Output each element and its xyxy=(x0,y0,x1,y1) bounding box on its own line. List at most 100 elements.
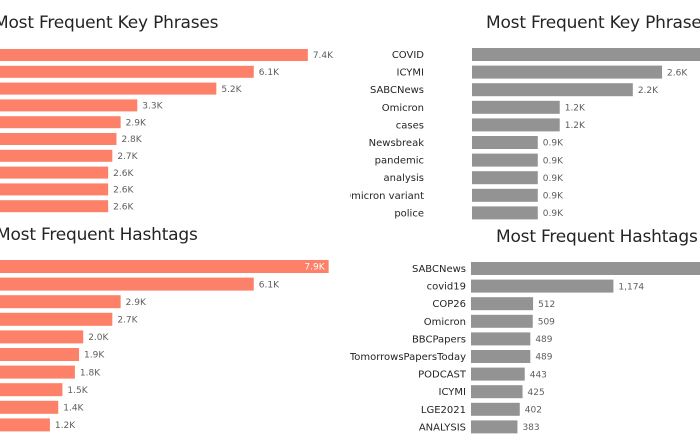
bar-2 xyxy=(472,65,663,79)
bar-8 xyxy=(471,385,523,399)
category-label: ICYMI xyxy=(397,68,424,79)
bar-9 xyxy=(0,400,59,414)
data-label: 0.9K xyxy=(543,156,564,166)
bar-10 xyxy=(0,200,109,213)
chart-title: Most Frequent Key Phrases xyxy=(486,13,700,33)
chart-panel-key-phrases-left: Most Frequent Key Phrases 7.4K 6.1K 5.2K 3.… xyxy=(0,0,350,222)
bar-8 xyxy=(0,383,63,397)
bar-5 xyxy=(471,332,531,346)
chart-title: Most Frequent Hashtags xyxy=(496,227,698,247)
bar-5 xyxy=(472,118,560,132)
data-label: 1.2K xyxy=(565,104,586,114)
data-label: 402 xyxy=(525,406,542,416)
bar-2 xyxy=(0,277,254,291)
bar-1 xyxy=(0,260,329,273)
category-label: cases xyxy=(396,120,424,131)
category-label: TomorrowsPapersToday xyxy=(350,352,466,363)
data-label: 2.6K xyxy=(113,202,134,212)
bar-3 xyxy=(0,295,121,309)
category-label: pandemic xyxy=(375,156,424,167)
bar-10 xyxy=(0,418,50,432)
bar-7 xyxy=(472,153,538,167)
bar-7 xyxy=(471,367,525,381)
category-label: BBCPapers xyxy=(412,334,466,345)
category-label: police xyxy=(394,208,424,219)
bar-8 xyxy=(0,166,109,179)
data-label: 0.9K xyxy=(543,209,564,219)
category-label: analysis xyxy=(384,173,425,184)
data-label: 1,174 xyxy=(618,282,644,292)
bar-5 xyxy=(0,116,121,129)
data-label: 1.4K xyxy=(63,404,84,414)
bar-6 xyxy=(472,136,538,149)
category-label: ANALYSIS xyxy=(419,422,466,433)
category-label: PODCAST xyxy=(418,370,467,381)
bar-6 xyxy=(0,348,80,361)
data-label: 2.9K xyxy=(126,118,147,128)
data-label: 3.3K xyxy=(142,102,163,112)
chart-title: Most Frequent Key Phrases xyxy=(0,13,219,33)
category-label: Omicron variant xyxy=(350,191,424,202)
data-label: 2.8K xyxy=(121,135,142,145)
bar-chart-key-phrases-right: COVID ICYMI 2.6K SABCNews 2.2K Omicron 1.2K cas… xyxy=(350,48,700,220)
category-label: SABCNews xyxy=(412,264,466,275)
bar-8 xyxy=(472,171,538,185)
bar-3 xyxy=(472,83,633,97)
data-label: 0.9K xyxy=(543,174,564,184)
bar-4 xyxy=(471,314,533,328)
data-label: 2.7K xyxy=(117,152,138,162)
bar-3 xyxy=(471,297,534,311)
data-label: 2.6K xyxy=(667,68,688,78)
category-label: Newsbreak xyxy=(369,138,425,149)
bar-7 xyxy=(0,365,75,379)
bar-2 xyxy=(471,279,614,293)
bar-1 xyxy=(471,262,700,275)
bar-1 xyxy=(472,48,700,61)
chart-panel-hashtags-right: Most Frequent Hashtags SABCNews covid19 1,… xyxy=(350,222,700,441)
data-label: 2.2K xyxy=(638,86,659,96)
data-label: 2.9K xyxy=(126,298,147,308)
chart-panel-key-phrases-right: Most Frequent Key Phrases COVID ICYMI 2.6K… xyxy=(350,0,700,222)
bar-9 xyxy=(472,188,538,202)
bar-4 xyxy=(0,99,138,112)
data-label: 0.9K xyxy=(543,192,564,202)
bar-6 xyxy=(471,350,531,363)
category-label: Omicron xyxy=(424,317,466,328)
bar-10 xyxy=(471,420,518,434)
category-label: COP26 xyxy=(432,299,466,310)
data-label: 2.0K xyxy=(88,333,109,343)
data-label: 509 xyxy=(538,318,555,328)
data-label: 1.2K xyxy=(565,121,586,131)
data-label: 489 xyxy=(535,335,552,345)
data-label: 512 xyxy=(538,300,555,310)
data-label: 1.8K xyxy=(80,368,101,378)
data-label: 1.2K xyxy=(55,421,76,431)
category-label: LGE2021 xyxy=(421,405,466,416)
data-label: 7.9K xyxy=(304,263,325,273)
data-label: 0.9K xyxy=(543,139,564,149)
data-label: 7.4K xyxy=(313,51,334,61)
bar-3 xyxy=(0,82,217,95)
bar-chart-key-phrases-left: 7.4K 6.1K 5.2K 3.3K 2.9K 2.8K 2.7K 2.6K 2.6K 2.6K xyxy=(0,49,334,213)
category-label: Omicron xyxy=(382,103,424,114)
bar-1 xyxy=(0,49,308,61)
bar-10 xyxy=(472,206,538,220)
data-label: 1.5K xyxy=(67,386,88,396)
category-label: covid19 xyxy=(427,282,466,293)
data-label: 489 xyxy=(535,353,552,363)
bar-9 xyxy=(0,183,109,196)
category-label: COVID xyxy=(392,50,424,61)
bar-chart-hashtags-right: SABCNews covid19 1,174 COP26 512 Omicron 509 BB… xyxy=(350,262,700,434)
data-label: 5.2K xyxy=(221,85,242,95)
bar-7 xyxy=(0,149,113,162)
data-label: 443 xyxy=(530,370,547,380)
data-label: 2.6K xyxy=(113,186,134,196)
data-label: 383 xyxy=(522,423,539,433)
data-label: 1.9K xyxy=(84,351,105,361)
category-label: ICYMI xyxy=(439,387,466,398)
bar-4 xyxy=(0,312,113,326)
chart-panel-hashtags-left: Most Frequent Hashtags 7.9K 6.1K 2.9K 2.7K 2… xyxy=(0,222,350,441)
bar-2 xyxy=(0,65,254,78)
bar-5 xyxy=(0,330,84,344)
bar-4 xyxy=(472,100,560,114)
